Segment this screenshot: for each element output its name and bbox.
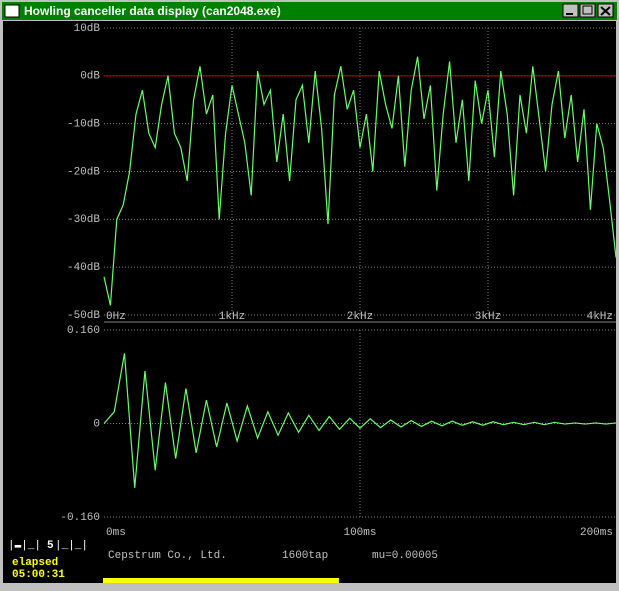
y-tick-label: -20dB [67,166,100,178]
y-tick-label: -10dB [67,119,100,131]
window-controls [562,3,614,18]
x-tick-label: 0ms [106,527,126,539]
data-line [103,56,617,306]
status-area: |▬|_| 5 |_|_| elapsed 05:00:31 Cepstrum … [8,540,438,581]
y-tick-label: -0.160 [60,512,100,524]
x-tick-label: 0Hz [106,311,126,323]
y-tick-label: -30dB [67,214,100,226]
counter: 5 [47,540,54,552]
elapsed-time: 05:00:31 [12,569,65,581]
y-tick-label: -40dB [67,262,100,274]
counter-widget-right: |_|_| [55,540,88,552]
title-bar [2,2,617,20]
minimize-button[interactable] [562,3,579,18]
taps: 1600tap [282,550,328,562]
window-title: Howling canceller data display (can2048.… [24,4,281,18]
client-area [3,21,616,583]
mu: mu=0.00005 [372,550,438,562]
y-tick-label: 10dB [74,23,101,35]
maximize-icon [582,5,593,15]
x-tick-label: 4kHz [587,311,613,323]
x-tick-label: 2kHz [347,311,373,323]
x-tick-label: 100ms [343,527,376,539]
progress-bar [103,578,339,583]
close-icon [600,6,611,16]
company: Cepstrum Co., Ltd. [108,550,227,562]
y-tick-label: -50dB [67,310,100,322]
y-tick-label: 0dB [80,71,100,83]
data-line [103,353,617,488]
y-tick-label: 0.160 [67,325,100,337]
x-tick-label: 3kHz [475,311,501,323]
app-icon [4,4,20,18]
x-tick-label: 1kHz [219,311,245,323]
elapsed-label: elapsed [12,557,58,569]
counter-widget-left: |▬|_| [8,540,41,552]
x-tick-label: 200ms [580,527,613,539]
y-tick-label: 0 [93,418,100,430]
